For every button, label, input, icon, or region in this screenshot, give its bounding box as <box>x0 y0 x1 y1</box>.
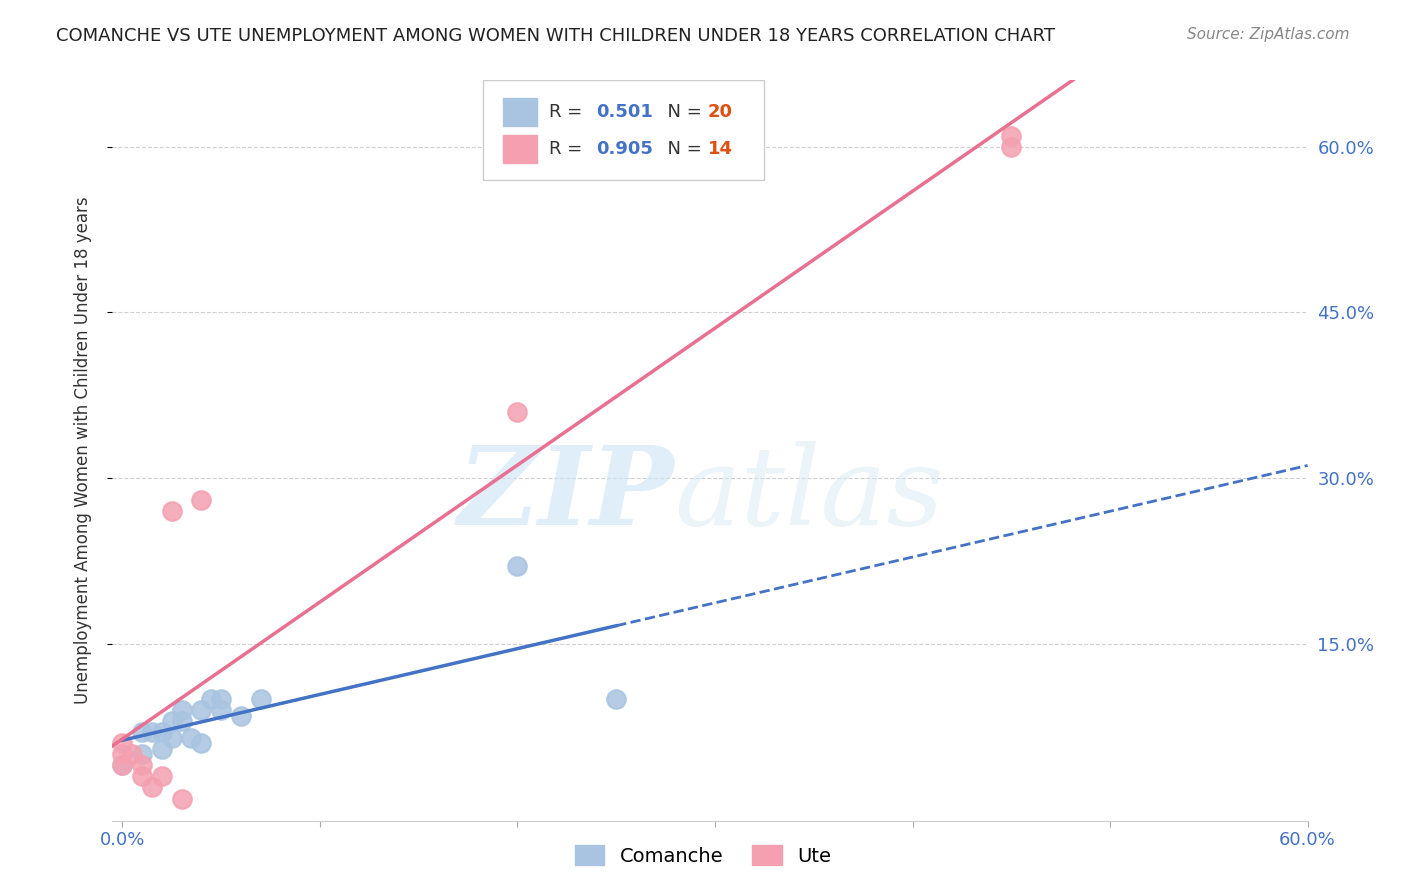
Point <box>150 741 173 756</box>
Point <box>506 405 529 419</box>
Point <box>506 559 529 574</box>
Point <box>160 731 183 745</box>
Point <box>190 736 212 750</box>
Point <box>131 725 153 739</box>
Bar <box>503 135 537 163</box>
Point <box>190 493 212 508</box>
Text: atlas: atlas <box>675 442 943 549</box>
Point <box>160 504 183 518</box>
Text: 20: 20 <box>707 103 733 121</box>
Point <box>150 725 173 739</box>
Point <box>180 731 202 745</box>
Point <box>150 769 173 783</box>
Point <box>141 725 163 739</box>
Point <box>111 758 134 772</box>
Point <box>141 780 163 795</box>
Point <box>121 747 143 762</box>
Text: R =: R = <box>548 140 588 158</box>
Point <box>229 708 252 723</box>
Point <box>111 747 134 762</box>
Point <box>160 714 183 729</box>
Y-axis label: Unemployment Among Women with Children Under 18 years: Unemployment Among Women with Children U… <box>73 196 91 705</box>
Point <box>209 703 232 717</box>
Point <box>249 692 271 706</box>
Text: COMANCHE VS UTE UNEMPLOYMENT AMONG WOMEN WITH CHILDREN UNDER 18 YEARS CORRELATIO: COMANCHE VS UTE UNEMPLOYMENT AMONG WOMEN… <box>56 27 1056 45</box>
Text: R =: R = <box>548 103 588 121</box>
Text: ZIP: ZIP <box>457 442 675 549</box>
Point <box>605 692 627 706</box>
Point <box>131 747 153 762</box>
Point <box>111 736 134 750</box>
Point <box>170 714 193 729</box>
Bar <box>503 98 537 126</box>
Point <box>209 692 232 706</box>
Text: N =: N = <box>657 103 707 121</box>
Text: N =: N = <box>657 140 707 158</box>
Text: 0.501: 0.501 <box>596 103 654 121</box>
Text: Source: ZipAtlas.com: Source: ZipAtlas.com <box>1187 27 1350 42</box>
Point <box>200 692 222 706</box>
Point <box>131 769 153 783</box>
Point <box>131 758 153 772</box>
Text: 14: 14 <box>707 140 733 158</box>
Point <box>190 703 212 717</box>
Point <box>111 758 134 772</box>
Point <box>1000 139 1022 153</box>
Legend: Comanche, Ute: Comanche, Ute <box>567 838 839 873</box>
Point <box>1000 128 1022 143</box>
Point <box>170 703 193 717</box>
FancyBboxPatch shape <box>484 80 763 180</box>
Text: 0.905: 0.905 <box>596 140 654 158</box>
Point <box>170 791 193 805</box>
